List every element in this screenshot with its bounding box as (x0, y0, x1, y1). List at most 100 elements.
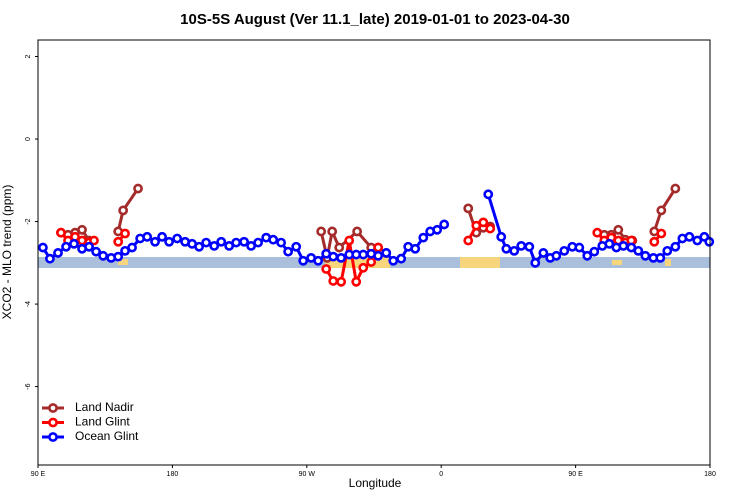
land-area (325, 257, 390, 268)
y-tick-label: -2 (25, 218, 32, 224)
data-point (291, 241, 302, 252)
y-tick-label: -6 (25, 383, 32, 389)
data-point (463, 203, 474, 214)
data-point (56, 227, 66, 238)
legend-label: Land Nadir (75, 400, 134, 414)
data-point (253, 237, 264, 248)
data-point (283, 246, 294, 257)
data-point (268, 234, 279, 245)
data-point (485, 223, 496, 234)
data-point (45, 253, 55, 264)
data-point (366, 257, 377, 267)
data-point (692, 235, 703, 246)
x-tick-label: 0 (439, 471, 443, 478)
chart-title: 10S-5S August (Ver 11.1_late) 2019-01-01… (180, 11, 570, 28)
data-point (77, 224, 87, 235)
data-point (172, 233, 183, 244)
data-point (334, 242, 345, 253)
plot-area (38, 183, 715, 287)
plot-frame (37, 39, 711, 466)
data-point (656, 228, 667, 239)
data-point (704, 236, 715, 247)
data-point (352, 226, 363, 237)
data-point (239, 236, 249, 247)
data-point (69, 238, 79, 249)
data-point (316, 226, 327, 237)
data-point (127, 242, 137, 253)
x-tick-label: 90 E (568, 471, 583, 478)
data-point (524, 241, 535, 252)
data-point (655, 252, 666, 263)
legend-label: Ocean Glint (75, 429, 139, 443)
data-point (592, 227, 603, 238)
data-point (381, 248, 392, 258)
data-point (551, 250, 562, 261)
x-tick-label: 90 W (299, 471, 316, 478)
y-axis-label: XCO2 - MLO trend (ppm) (0, 185, 14, 320)
data-point (574, 242, 585, 253)
data-point (670, 241, 681, 252)
data-point (61, 241, 71, 252)
data-point (321, 264, 332, 274)
data-point (194, 241, 205, 252)
data-point (53, 248, 63, 258)
data-point (501, 243, 512, 254)
x-axis-label: Longitude (349, 476, 402, 490)
data-point (327, 226, 338, 237)
land-area (665, 259, 671, 266)
data-point (328, 251, 339, 262)
data-point (418, 232, 429, 243)
data-point (633, 245, 644, 256)
land-area (118, 259, 128, 265)
data-point (157, 231, 167, 242)
data-point (509, 245, 520, 256)
data-point (201, 237, 212, 248)
data-point (209, 240, 220, 251)
data-point (432, 224, 443, 235)
data-point (358, 262, 369, 273)
data-point (640, 250, 651, 261)
y-tick-label: 2 (25, 54, 32, 58)
data-point (351, 276, 362, 287)
data-point (328, 276, 339, 286)
data-point (656, 205, 667, 216)
data-point (113, 236, 124, 247)
data-point (313, 255, 324, 266)
data-point (231, 237, 242, 248)
data-point (336, 276, 347, 287)
data-point (589, 246, 600, 257)
data-point (483, 189, 494, 200)
data-point (38, 242, 48, 253)
data-point (670, 183, 681, 194)
data-point (439, 219, 450, 230)
land-area (612, 260, 622, 265)
legend-marker (48, 403, 58, 413)
data-point (496, 231, 507, 242)
data-point (298, 255, 309, 266)
data-point (530, 257, 541, 268)
data-point (613, 224, 624, 235)
y-tick-label: 0 (25, 137, 32, 141)
data-point (516, 240, 527, 251)
data-point (113, 251, 124, 262)
data-point (84, 241, 94, 252)
data-point (649, 236, 660, 247)
data-point (684, 231, 695, 242)
data-point (538, 248, 549, 258)
data-point (410, 243, 421, 254)
data-point (120, 228, 130, 239)
data-point (478, 217, 489, 228)
y-tick-label: -4 (25, 301, 32, 307)
data-point (604, 238, 615, 249)
land-area (460, 257, 500, 268)
data-point (373, 250, 384, 261)
legend-label: Land Glint (75, 415, 130, 429)
data-point (142, 231, 153, 242)
x-tick-label: 180 (167, 471, 179, 478)
data-point (118, 205, 129, 216)
data-point (276, 237, 287, 248)
data-point (358, 249, 369, 260)
data-point (89, 235, 99, 246)
data-point (373, 242, 384, 253)
